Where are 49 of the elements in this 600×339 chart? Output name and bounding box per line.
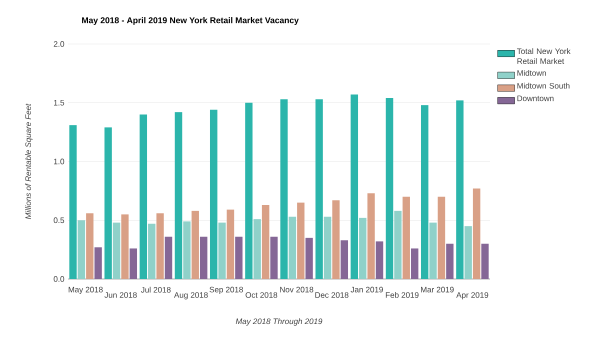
bar	[376, 241, 384, 279]
bar	[254, 219, 261, 279]
bar	[446, 244, 454, 279]
bar	[332, 200, 340, 279]
bar	[472, 188, 480, 279]
bar	[210, 110, 218, 279]
bar	[410, 248, 418, 279]
bar	[324, 216, 332, 279]
bar	[481, 244, 489, 279]
bar	[367, 193, 375, 279]
bar	[78, 220, 86, 279]
bar	[394, 210, 402, 279]
bar	[69, 125, 77, 279]
bar	[226, 210, 234, 279]
bar	[305, 238, 313, 279]
bar	[200, 236, 208, 279]
bar	[130, 248, 138, 279]
bar	[429, 222, 437, 279]
bar	[288, 216, 296, 279]
bar	[174, 112, 182, 279]
bar	[148, 224, 156, 279]
bar	[218, 222, 226, 279]
bar	[156, 213, 164, 279]
bar	[270, 236, 278, 279]
bar	[121, 214, 129, 279]
bar	[94, 247, 102, 279]
bar	[340, 240, 348, 279]
bar	[262, 204, 270, 279]
bar	[245, 102, 253, 279]
chart-title: May 2018 - April 2019 New York Retail Market Vacancy	[82, 17, 299, 25]
bar	[438, 196, 446, 279]
bar	[183, 221, 191, 279]
bar	[112, 222, 120, 279]
bar	[104, 127, 112, 279]
bar	[456, 100, 464, 279]
bar	[192, 210, 199, 279]
bar	[297, 202, 304, 279]
bar	[280, 99, 288, 279]
bar	[386, 98, 394, 279]
bar	[359, 218, 366, 279]
bar	[350, 94, 358, 279]
bar	[464, 226, 472, 279]
bar	[402, 196, 410, 279]
bar	[235, 236, 243, 279]
bar	[315, 99, 323, 279]
bar	[140, 114, 148, 279]
bar	[420, 105, 428, 279]
bar	[86, 213, 94, 279]
bar	[164, 236, 172, 279]
